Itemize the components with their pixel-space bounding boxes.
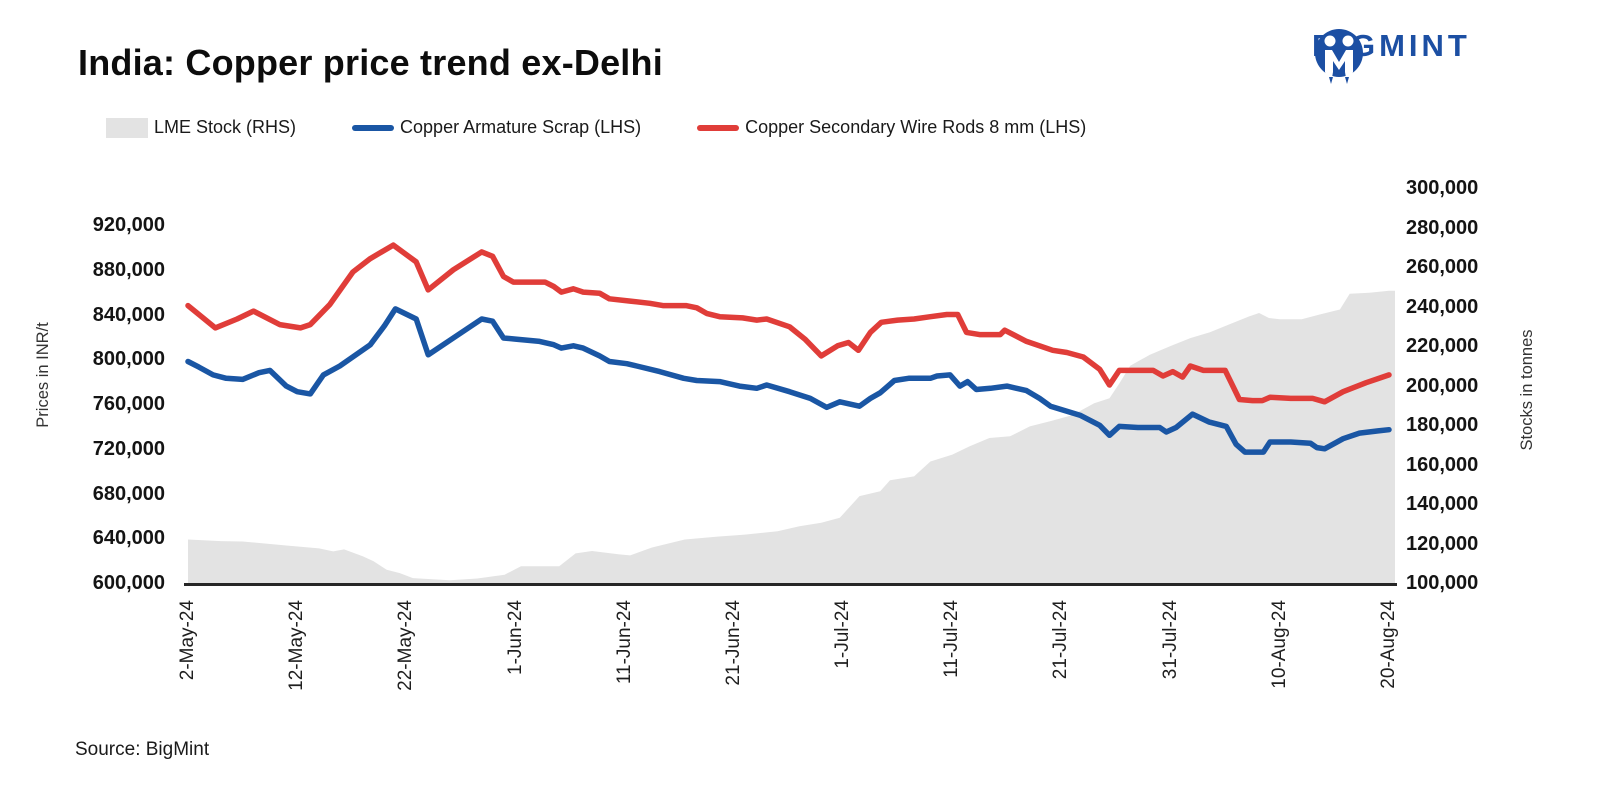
x-axis-tick-label: 11-Jun-24 — [613, 600, 635, 685]
right-axis-tick-label: 160,000 — [1406, 453, 1479, 476]
right-axis-tick-label: 260,000 — [1406, 256, 1479, 278]
x-axis-tick-label: 1-Jun-24 — [504, 600, 526, 675]
lme-stock-area-series — [188, 290, 1395, 583]
left-axis-tick-label: 680,000 — [92, 482, 165, 505]
left-axis-tick-label: 640,000 — [92, 527, 165, 550]
x-axis-tick-label: 21-Jul-24 — [1050, 600, 1072, 680]
x-axis-tick-label: 22-May-24 — [395, 600, 417, 691]
left-axis-tick-label: 840,000 — [92, 303, 165, 326]
legend-item-wire-rods: Copper Secondary Wire Rods 8 mm (LHS) — [697, 117, 1086, 138]
source-note: Source: BigMint — [75, 739, 210, 760]
left-axis-tick-label: 880,000 — [92, 258, 165, 281]
x-axis-tick-label: 2-May-24 — [177, 600, 198, 681]
x-axis-tick-label: 1-Jul-24 — [832, 600, 854, 669]
right-axis-tick-label: 140,000 — [1406, 493, 1479, 515]
legend-label: Copper Armature Scrap (LHS) — [400, 117, 642, 137]
legend-label: Copper Secondary Wire Rods 8 mm (LHS) — [745, 117, 1087, 137]
page-title: India: Copper price trend ex-Delhi — [78, 42, 663, 83]
right-axis-tick-label: 120,000 — [1406, 532, 1479, 555]
blue-line-swatch-icon — [352, 124, 395, 131]
x-axis-tick-label: 11-Jul-24 — [941, 600, 963, 678]
legend-item-armature-scrap: Copper Armature Scrap (LHS) — [352, 117, 641, 138]
right-axis-tick-label: 280,000 — [1406, 216, 1479, 239]
right-axis-tick-label: 220,000 — [1406, 335, 1479, 357]
right-axis-tick-label: 300,000 — [1406, 177, 1479, 199]
right-axis-tick-label: 180,000 — [1406, 414, 1479, 436]
bigmint-logo-icon — [1315, 29, 1363, 84]
right-axis-tick-label: 240,000 — [1406, 295, 1479, 318]
right-axis-title: Stocks in tonnes — [1518, 329, 1536, 451]
x-axis-tick-label: 31-Jul-24 — [1159, 600, 1181, 680]
x-axis-tick-label: 12-May-24 — [286, 600, 308, 691]
left-axis-tick-label: 920,000 — [92, 214, 165, 236]
wire-rods-line-series — [185, 242, 1392, 405]
x-axis-tick-label: 21-Jun-24 — [722, 600, 744, 686]
left-axis-title: Prices in INR/t — [34, 322, 52, 428]
left-axis-tick-label: 760,000 — [92, 393, 165, 415]
legend-item-lme-stock: LME Stock (RHS) — [106, 117, 296, 138]
armature-scrap-line-series — [185, 306, 1392, 455]
left-axis-tick-label: 800,000 — [92, 348, 165, 371]
right-axis-tick-label: 200,000 — [1406, 374, 1479, 397]
area-swatch-icon — [106, 117, 148, 138]
red-line-swatch-icon — [697, 124, 740, 131]
x-axis-tick-label: 20-Aug-24 — [1378, 600, 1399, 689]
left-axis-tick-label: 720,000 — [92, 437, 165, 460]
left-axis-tick-label: 600,000 — [92, 572, 165, 594]
bigmint-logo: BIGMINT — [1312, 28, 1471, 84]
x-axis-tick-label: 10-Aug-24 — [1268, 600, 1290, 689]
right-axis-tick-label: 100,000 — [1406, 572, 1479, 594]
chart-legend: LME Stock (RHS) Copper Armature Scrap (L… — [106, 117, 1086, 138]
legend-label: LME Stock (RHS) — [154, 117, 297, 137]
